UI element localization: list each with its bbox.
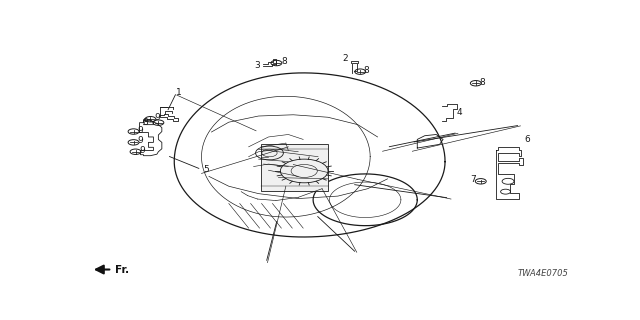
Text: TWA4E0705: TWA4E0705 (518, 269, 568, 278)
Text: 4: 4 (457, 108, 463, 117)
Text: 9: 9 (154, 113, 160, 122)
Text: 7: 7 (470, 175, 476, 184)
Text: 3: 3 (254, 60, 260, 69)
Text: 8: 8 (364, 66, 369, 75)
Text: 9: 9 (140, 146, 145, 155)
Text: 8: 8 (479, 77, 485, 86)
Text: 6: 6 (524, 135, 530, 144)
Text: 8: 8 (143, 118, 148, 127)
Text: 1: 1 (176, 88, 182, 97)
Text: 2: 2 (342, 54, 348, 63)
Text: 9: 9 (137, 136, 143, 145)
Bar (261, 144, 328, 191)
Text: 9: 9 (137, 125, 143, 135)
Text: 8: 8 (282, 57, 287, 66)
Text: Fr.: Fr. (115, 265, 129, 275)
Text: 5: 5 (203, 165, 209, 174)
